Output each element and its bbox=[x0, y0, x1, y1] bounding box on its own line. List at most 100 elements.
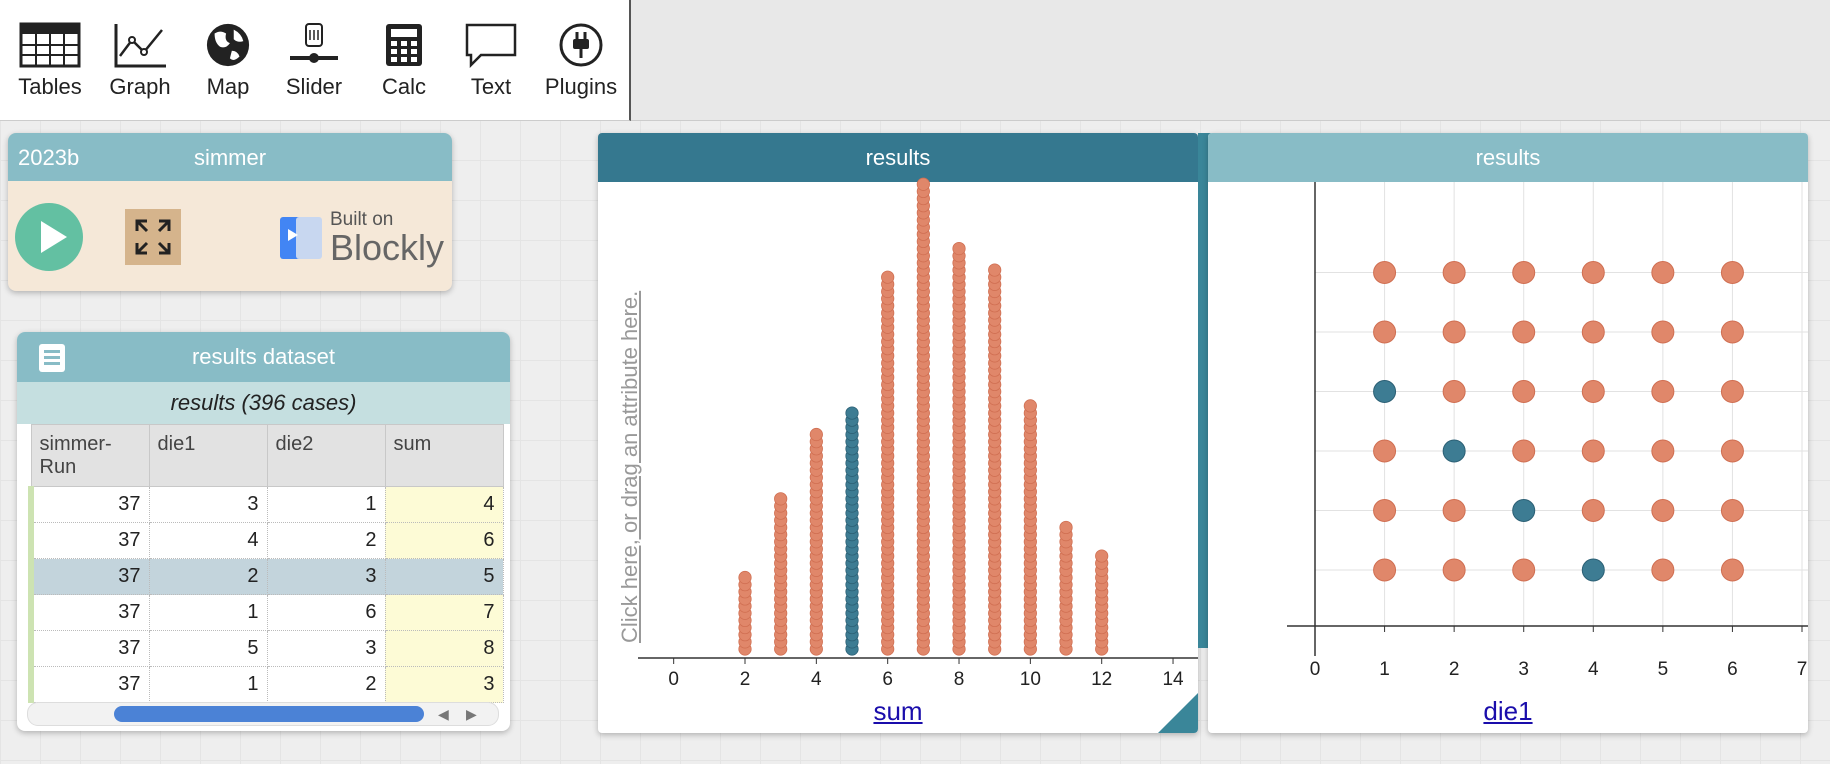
scroll-left-icon[interactable]: ◀ bbox=[438, 706, 449, 722]
table-cell[interactable]: 6 bbox=[266, 594, 386, 631]
table-cell[interactable]: 1 bbox=[148, 594, 268, 631]
data-point bbox=[952, 435, 966, 449]
data-point bbox=[881, 620, 895, 635]
resize-handle[interactable] bbox=[1158, 693, 1198, 733]
scatter-plot[interactable]: 0 1 2 3 4 5 6 7 bbox=[1208, 133, 1808, 733]
table-row[interactable]: 37 1 6 7 bbox=[28, 594, 504, 631]
tool-label: Plugins bbox=[544, 74, 618, 99]
data-point bbox=[881, 277, 895, 291]
column-header[interactable]: simmer-Run bbox=[30, 424, 150, 487]
simmer-plugin[interactable]: 2023b simmer Built on Blockly bbox=[8, 133, 452, 291]
graph-title[interactable]: results bbox=[1208, 133, 1808, 182]
table-cell[interactable]: 37 bbox=[28, 594, 150, 631]
table-cell[interactable]: 37 bbox=[28, 630, 150, 667]
table-cell[interactable]: 1 bbox=[266, 486, 386, 523]
x-axis-attribute[interactable]: die1 bbox=[1483, 696, 1533, 726]
data-point-selected bbox=[845, 463, 859, 477]
table-row[interactable]: 37 3 1 4 bbox=[28, 486, 504, 523]
data-point bbox=[988, 399, 1002, 413]
tool-tables[interactable]: Tables bbox=[10, 22, 90, 100]
data-point bbox=[988, 563, 1002, 577]
data-point bbox=[988, 356, 1002, 370]
play-button[interactable] bbox=[15, 203, 83, 271]
data-point bbox=[774, 599, 788, 613]
table-cell[interactable]: 3 bbox=[266, 630, 386, 667]
x-axis-attribute[interactable]: sum bbox=[873, 696, 923, 726]
simmer-header[interactable]: 2023b simmer bbox=[8, 133, 452, 181]
tool-label: Tables bbox=[18, 74, 82, 99]
table-cell[interactable]: 3 bbox=[384, 666, 504, 703]
table-cell[interactable]: 37 bbox=[28, 666, 150, 703]
graph-die1[interactable]: results 0 1 2 3 4 5 6 7 die1 bbox=[1208, 133, 1808, 733]
graph-sum[interactable]: results Click here, or drag an attribute… bbox=[598, 133, 1198, 733]
table-cell[interactable]: 4 bbox=[148, 522, 268, 559]
data-point bbox=[916, 613, 930, 627]
case-table[interactable]: results dataset results (396 cases) simm… bbox=[17, 332, 510, 731]
data-point bbox=[916, 227, 930, 241]
graph-title[interactable]: results bbox=[598, 133, 1198, 182]
data-point bbox=[1442, 499, 1466, 522]
table-cell[interactable]: 1 bbox=[148, 666, 268, 703]
data-point-selected bbox=[845, 635, 859, 649]
table-cell[interactable]: 37 bbox=[28, 558, 150, 595]
data-point bbox=[1095, 549, 1109, 563]
table-cell[interactable]: 2 bbox=[148, 558, 268, 595]
data-point bbox=[916, 270, 930, 284]
table-row[interactable]: 37 1 2 3 bbox=[28, 666, 504, 703]
column-header[interactable]: die2 bbox=[266, 424, 386, 487]
tool-plugins[interactable]: Plugins bbox=[541, 22, 621, 100]
scroll-right-icon[interactable]: ▶ bbox=[466, 706, 477, 722]
table-list-icon[interactable] bbox=[39, 344, 65, 372]
table-cell[interactable]: 2 bbox=[266, 666, 386, 703]
table-cell[interactable]: 7 bbox=[384, 594, 504, 631]
data-point bbox=[1442, 380, 1466, 403]
table-cell[interactable]: 8 bbox=[384, 630, 504, 667]
table-row[interactable]: 37 4 2 6 bbox=[28, 522, 504, 559]
data-point bbox=[952, 463, 966, 477]
data-point bbox=[916, 299, 930, 313]
table-row[interactable]: 37 5 3 8 bbox=[28, 630, 504, 667]
dot-plot[interactable]: 0 2 4 6 8 10 12 14 bbox=[598, 133, 1198, 733]
data-point bbox=[988, 578, 1002, 592]
table-cell[interactable]: 6 bbox=[384, 522, 504, 559]
table-cell[interactable]: 3 bbox=[148, 486, 268, 523]
data-point bbox=[916, 213, 930, 227]
column-header[interactable]: die1 bbox=[148, 424, 268, 487]
table-cell[interactable]: 2 bbox=[266, 522, 386, 559]
scrollbar-thumb[interactable] bbox=[114, 706, 424, 722]
tool-calc[interactable]: Calc bbox=[364, 22, 444, 100]
table-cell[interactable]: 5 bbox=[384, 558, 504, 595]
tool-graph[interactable]: Graph bbox=[100, 22, 180, 100]
data-point bbox=[1023, 549, 1037, 563]
tool-text[interactable]: Text bbox=[451, 22, 531, 100]
table-cell[interactable]: 37 bbox=[28, 522, 150, 559]
horizontal-scrollbar[interactable]: ◀ ▶ bbox=[27, 702, 499, 726]
data-point bbox=[1059, 520, 1073, 535]
data-point-selected bbox=[845, 485, 859, 499]
table-row-selected[interactable]: 37 2 3 5 bbox=[28, 558, 504, 595]
table-cell[interactable]: 5 bbox=[148, 630, 268, 667]
data-point bbox=[952, 427, 966, 442]
data-point bbox=[1581, 320, 1605, 344]
tool-map[interactable]: Map bbox=[188, 22, 268, 100]
y-axis-placeholder[interactable]: Click here, or drag an attribute here. bbox=[617, 290, 642, 643]
data-point bbox=[809, 599, 823, 613]
data-point bbox=[809, 449, 823, 463]
data-point bbox=[881, 520, 895, 535]
column-header[interactable]: sum bbox=[384, 424, 504, 487]
table-cell[interactable]: 3 bbox=[266, 558, 386, 595]
table-cell[interactable]: 37 bbox=[28, 486, 150, 523]
table-header[interactable]: results dataset bbox=[17, 332, 510, 382]
data-point bbox=[988, 334, 1002, 349]
data-point bbox=[952, 570, 966, 585]
y-axis-drop-zone[interactable]: Click here, or drag an attribute here. bbox=[602, 213, 642, 713]
table-cell[interactable]: 4 bbox=[384, 486, 504, 523]
data-point-selected bbox=[845, 442, 859, 456]
data-point bbox=[1023, 449, 1037, 463]
data-point bbox=[738, 628, 752, 642]
tool-slider[interactable]: Slider bbox=[274, 22, 354, 100]
data-point bbox=[916, 191, 930, 206]
data-point bbox=[1023, 413, 1037, 427]
data-point bbox=[881, 399, 895, 413]
expand-button[interactable] bbox=[125, 209, 181, 265]
